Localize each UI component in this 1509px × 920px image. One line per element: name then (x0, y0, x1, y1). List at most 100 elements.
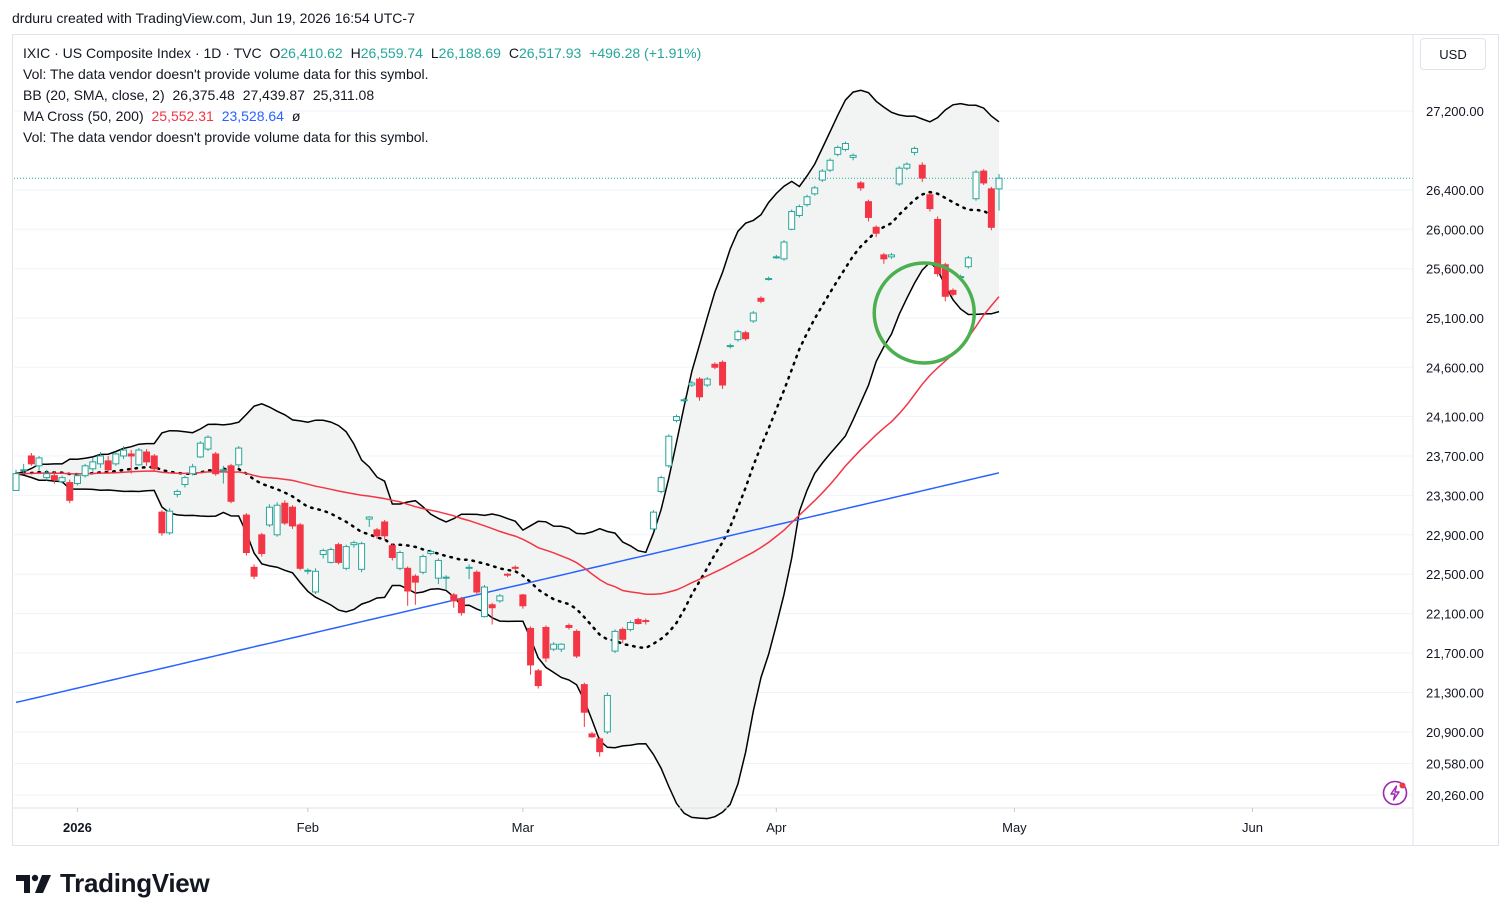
candle-body (711, 363, 719, 368)
price-tick-label: 22,900.00 (1426, 528, 1484, 543)
candle (511, 565, 519, 571)
candle-body (611, 630, 619, 652)
candle-body (465, 566, 473, 569)
candle-body (12, 473, 20, 491)
candle-body (788, 211, 796, 230)
candle (980, 169, 988, 185)
candle (465, 564, 473, 580)
candle (457, 596, 465, 616)
legend-symbol-row[interactable]: IXIC · US Composite Index · 1D · TVC O26… (23, 45, 701, 61)
symbol-name[interactable]: IXIC · US Composite Index · 1D · TVC (23, 45, 262, 61)
currency-button[interactable]: USD (1420, 38, 1486, 70)
candle-body (726, 345, 734, 348)
candle (396, 550, 404, 571)
legend-bb-row[interactable]: BB (20, SMA, close, 2) 26,375.48 27,439.… (23, 87, 374, 103)
candle (811, 185, 819, 196)
low-value: 26,188.69 (438, 45, 501, 61)
candle-body (565, 624, 573, 628)
ma200-value: 23,528.64 (221, 108, 284, 124)
price-tick-label: 26,000.00 (1426, 222, 1484, 237)
chart-frame (12, 34, 1499, 846)
candle (473, 570, 481, 594)
candle (388, 543, 396, 561)
candle-body (926, 194, 934, 210)
candle-body (73, 475, 81, 485)
candle-body (488, 604, 496, 609)
candle (780, 240, 788, 261)
price-tick-label: 25,100.00 (1426, 311, 1484, 326)
candle (949, 288, 957, 297)
candle-body (411, 575, 419, 583)
candle-body (265, 506, 273, 526)
candle-body (504, 573, 512, 576)
bollinger-upper-band (15, 89, 1000, 554)
candle (903, 162, 911, 171)
candle-body (719, 361, 727, 386)
legend-volume-row[interactable]: Vol: The data vendor doesn't provide vol… (23, 66, 429, 82)
bb-label: BB (20, SMA, close, 2) (23, 87, 165, 103)
candle (573, 629, 581, 659)
candle (657, 475, 665, 494)
candle (757, 296, 765, 304)
candle-body (880, 254, 888, 260)
candle-body (480, 586, 488, 618)
price-tick-label: 23,300.00 (1426, 488, 1484, 503)
candle-body (857, 182, 865, 189)
candle (534, 668, 542, 689)
candle-body (642, 620, 650, 623)
candle-body (365, 516, 373, 520)
candle-body (772, 256, 780, 259)
candle (849, 153, 857, 161)
open-value: 26,410.62 (280, 45, 343, 61)
candle-body (442, 576, 450, 579)
time-tick-label: 2026 (63, 820, 92, 835)
candle-body (649, 511, 657, 530)
candle-body (496, 595, 504, 602)
candle-body (972, 171, 980, 200)
candle-body (527, 627, 535, 666)
candle-body (457, 598, 465, 614)
candle-body (212, 453, 220, 475)
candle-body (388, 545, 396, 558)
candle-body (811, 187, 819, 195)
candle-body (404, 567, 412, 592)
candle (987, 186, 995, 231)
candle (488, 602, 496, 625)
candle-body (150, 455, 158, 470)
candle-body (626, 622, 634, 630)
candle-body (911, 147, 919, 153)
candle (580, 682, 588, 727)
candle (603, 692, 611, 734)
candle (196, 441, 204, 458)
candle (434, 558, 442, 585)
candle (127, 450, 135, 474)
candle (227, 463, 235, 504)
candle (204, 435, 212, 452)
candle-body (742, 332, 750, 340)
candle-body (173, 490, 181, 495)
price-tick-label: 24,100.00 (1426, 410, 1484, 425)
time-tick-label: Apr (766, 820, 787, 835)
ma-label: MA Cross (50, 200) (23, 108, 144, 124)
candle-body (542, 626, 550, 659)
legend-volume-row-2[interactable]: Vol: The data vendor doesn't provide vol… (23, 129, 429, 145)
candle-body (634, 619, 642, 625)
candle-body (826, 159, 834, 171)
candle-body (219, 469, 227, 472)
candle-body (43, 473, 51, 479)
candle-body (27, 455, 35, 465)
candle (834, 145, 842, 157)
candle (788, 209, 796, 231)
candle (73, 473, 81, 486)
candle-body (281, 502, 289, 524)
candle (143, 449, 151, 466)
candle-body (872, 226, 880, 234)
lightning-icon[interactable] (1382, 780, 1408, 806)
legend-ma-row[interactable]: MA Cross (50, 200) 25,552.31 23,528.64 ø (23, 108, 300, 124)
candle (350, 540, 358, 548)
candle (104, 455, 112, 474)
candle-body (288, 506, 296, 527)
brand[interactable]: TradingView (16, 868, 210, 899)
candle-body (158, 511, 166, 534)
